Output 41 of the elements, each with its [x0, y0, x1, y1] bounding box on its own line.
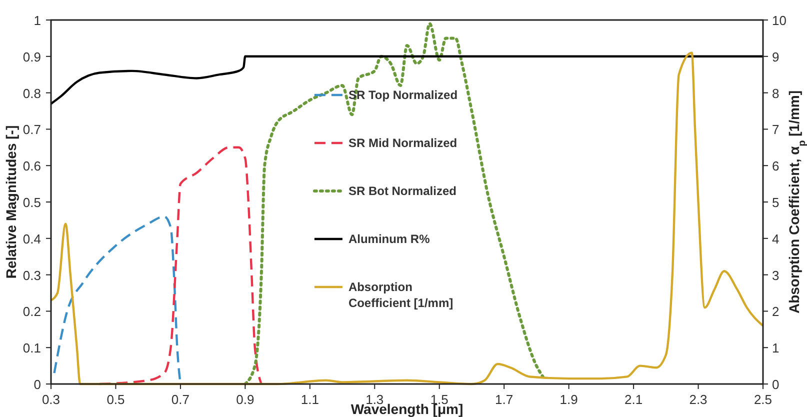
y-tick-label: 1: [34, 13, 41, 28]
x-tick-label: 2.1: [624, 392, 643, 407]
y2-tick-label: 7: [772, 122, 780, 138]
x-tick-label: 2.3: [689, 392, 708, 407]
y-tick-label: 0.6: [22, 158, 41, 174]
y2-tick-label: 9: [772, 49, 780, 64]
line-series: [50, 52, 764, 386]
y-tick-label: 0.5: [22, 195, 41, 210]
legend-label: SR Top Normalized: [348, 88, 458, 102]
y2-tick-label: 8: [772, 86, 780, 101]
line-series: [244, 22, 544, 386]
legend-label: Aluminum R%: [348, 232, 430, 246]
y-axis-title: Relative Magnitudes [-]: [3, 125, 19, 279]
y2-tick-label: 10: [772, 13, 786, 28]
y-tick-label: 0.3: [22, 268, 41, 283]
y-tick-label: 0: [34, 377, 41, 392]
x-tick-label: 0.7: [171, 392, 190, 407]
legend-label: SR Mid Normalized: [348, 136, 458, 150]
y2-tick-label: 4: [772, 231, 780, 246]
y2-tick-label: 5: [772, 195, 780, 210]
x-tick-label: 1.1: [300, 392, 319, 407]
y2-tick-label: 2: [772, 304, 780, 320]
x-tick-label: 1.7: [495, 392, 514, 407]
line-series: [50, 55, 764, 105]
y-tick-label: 0.8: [22, 86, 41, 101]
y-tick-label: 0.9: [22, 49, 41, 64]
legend-label: SR Bot Normalized: [348, 184, 456, 198]
y-tick-label: 0.1: [22, 340, 41, 356]
x-tick-label: 2.5: [754, 392, 772, 407]
y-tick-label: 0.2: [22, 304, 41, 320]
x-tick-label: 0.5: [106, 392, 125, 407]
y2-tick-label: 0: [772, 377, 780, 392]
x-tick-label: 0.9: [236, 392, 254, 407]
y2-tick-label: 6: [772, 158, 780, 174]
x-tick-label: 1.3: [366, 392, 384, 407]
x-tick-label: 1.9: [560, 392, 578, 407]
y2-tick-label: 3: [772, 268, 780, 283]
y-tick-label: 0.4: [22, 231, 41, 246]
y-tick-label: 0.7: [22, 122, 41, 138]
legend-label: Absorption Coefficient [1/mm]: [348, 280, 454, 310]
y2-tick-label: 1: [772, 340, 780, 356]
